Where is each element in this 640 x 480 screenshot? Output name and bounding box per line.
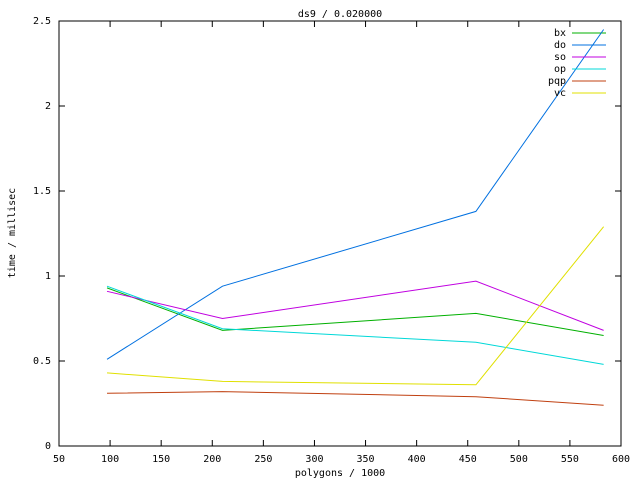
x-tick-label: 200 <box>203 454 221 465</box>
series-line <box>107 391 604 406</box>
y-tick-label: 0 <box>45 441 51 452</box>
series-line <box>106 287 604 336</box>
series-line <box>106 226 605 386</box>
legend-label: so <box>554 52 566 63</box>
y-tick-label: 1.5 <box>33 186 51 197</box>
y-axis-label: time / millisec <box>7 188 18 278</box>
legend-label: pqp <box>548 76 566 87</box>
legend-label: bx <box>554 28 566 39</box>
legend-label: vc <box>554 88 566 99</box>
x-tick-label: 50 <box>53 454 65 465</box>
x-tick-label: 450 <box>459 454 477 465</box>
x-tick-label: 550 <box>561 454 579 465</box>
x-tick-label: 500 <box>510 454 528 465</box>
x-tick-label: 250 <box>254 454 272 465</box>
x-axis-label: polygons / 1000 <box>295 468 385 479</box>
x-tick-label: 100 <box>101 454 119 465</box>
y-tick-label: 0.5 <box>33 356 51 367</box>
legend-label: op <box>554 64 566 75</box>
y-tick-label: 1 <box>45 271 51 282</box>
x-tick-label: 400 <box>408 454 426 465</box>
y-tick-label: 2 <box>45 101 51 112</box>
x-tick-label: 150 <box>152 454 170 465</box>
legend-label: do <box>554 40 566 51</box>
plot-frame <box>58 20 622 447</box>
x-tick-label: 600 <box>612 454 630 465</box>
y-tick-label: 2.5 <box>33 16 51 27</box>
series-line <box>106 285 604 365</box>
chart-title: ds9 / 0.020000 <box>298 9 382 20</box>
series-line <box>106 29 605 360</box>
x-tick-label: 300 <box>305 454 323 465</box>
x-tick-label: 350 <box>357 454 375 465</box>
